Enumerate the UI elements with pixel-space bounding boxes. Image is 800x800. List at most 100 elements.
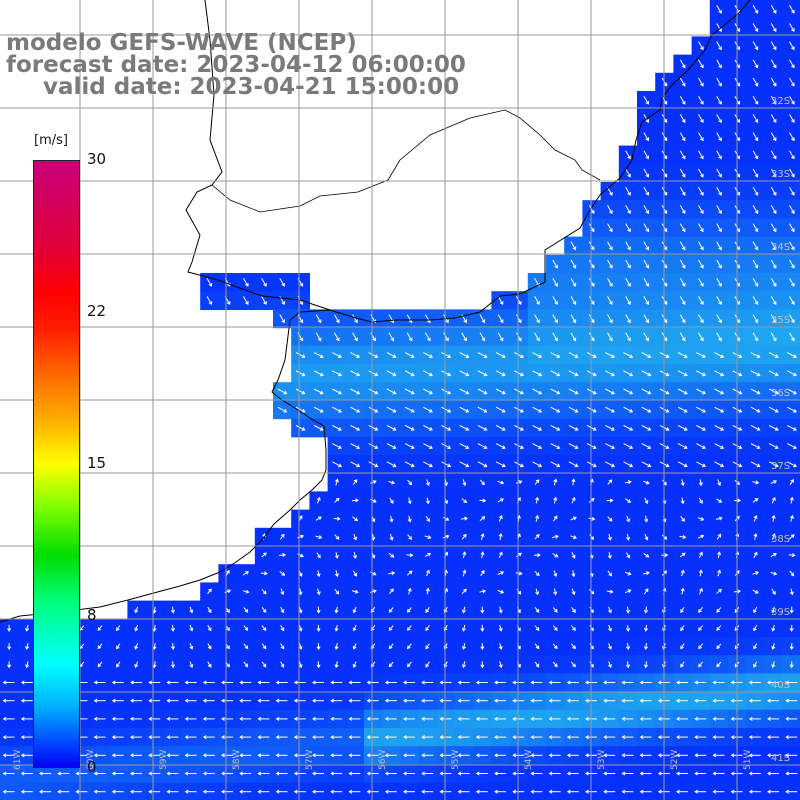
field-cell	[782, 36, 800, 56]
wind-arrow-head	[482, 589, 487, 594]
wind-arrow	[608, 624, 612, 631]
wind-arrow	[514, 406, 524, 413]
wind-arrow	[370, 571, 376, 576]
wind-arrow	[443, 516, 449, 521]
wind-arrow	[498, 515, 503, 522]
wind-arrow-head	[585, 789, 589, 794]
wind-arrow-head	[554, 319, 558, 324]
wind-arrow	[716, 259, 722, 269]
wind-arrow-head	[676, 716, 680, 721]
wind-arrow	[698, 168, 704, 178]
wind-arrow	[717, 552, 720, 559]
wind-arrow-head	[421, 789, 425, 794]
wind-arrow-head	[538, 445, 543, 449]
wind-arrow-head	[621, 735, 626, 740]
wind-arrow-head	[700, 119, 704, 124]
wind-arrow	[752, 223, 759, 232]
wind-arrow-head	[366, 789, 371, 794]
wind-arrow-head	[208, 588, 212, 593]
wind-arrow-head	[643, 627, 648, 632]
wind-arrow	[477, 406, 487, 413]
wind-arrow-head	[20, 771, 25, 776]
wind-arrow	[699, 588, 703, 595]
wind-arrow-head	[791, 9, 795, 14]
wind-arrow-head	[202, 735, 207, 740]
latitude-label: 38S	[771, 534, 790, 545]
wind-arrow	[550, 388, 560, 395]
wind-arrow-head	[756, 354, 761, 358]
wind-arrow-head	[572, 319, 577, 324]
wind-arrow	[408, 515, 411, 522]
wind-arrow-head	[592, 427, 597, 431]
wind-arrow-head	[573, 535, 577, 540]
wind-arrow-head	[554, 645, 558, 650]
wind-arrow-head	[483, 427, 488, 431]
wind-arrow	[79, 643, 85, 649]
wind-arrow-head	[501, 445, 506, 449]
wind-arrow-head	[20, 698, 25, 703]
wind-arrow	[408, 497, 411, 504]
wind-arrow-head	[791, 553, 796, 558]
wind-arrow-head	[462, 533, 467, 538]
wind-arrow	[716, 95, 722, 105]
wind-arrow	[352, 570, 357, 577]
wind-arrow-head	[748, 680, 753, 685]
wind-arrow-head	[319, 427, 324, 431]
wind-arrow	[477, 424, 487, 431]
wind-arrow-head	[700, 264, 704, 269]
wind-arrow	[627, 643, 629, 650]
wind-arrow-head	[352, 627, 357, 632]
wind-arrow	[333, 314, 340, 323]
wind-arrow	[750, 424, 760, 431]
wind-arrow-head	[608, 664, 612, 668]
wind-arrow-head	[352, 609, 357, 614]
wind-arrow	[717, 479, 721, 486]
wind-arrow	[172, 624, 174, 631]
wind-arrow-head	[791, 137, 795, 142]
wind-arrow-head	[712, 789, 717, 794]
wind-arrow	[570, 332, 576, 341]
wind-arrow	[461, 498, 467, 503]
wind-arrow-head	[403, 771, 407, 776]
wind-arrow	[698, 95, 704, 105]
wind-arrow-head	[370, 627, 375, 632]
wind-arrow-head	[245, 571, 249, 575]
wind-arrow-head	[700, 64, 704, 69]
wind-arrow	[315, 516, 322, 521]
wind-arrow-head	[699, 587, 703, 592]
wind-arrow-head	[736, 100, 740, 105]
wind-arrow-head	[465, 463, 470, 468]
wind-arrow-head	[681, 155, 686, 160]
wind-arrow-head	[462, 551, 467, 556]
wind-arrow	[499, 661, 502, 668]
wind-arrow	[550, 424, 560, 431]
wind-arrow	[752, 498, 759, 503]
wind-arrow-head	[184, 680, 189, 685]
wind-arrow	[770, 168, 777, 178]
wind-arrow-head	[662, 664, 666, 668]
wind-arrow	[627, 624, 629, 631]
wind-arrow	[350, 424, 360, 431]
wind-arrow-head	[475, 753, 480, 758]
wind-arrow	[514, 370, 524, 376]
wind-arrow-head	[772, 591, 776, 595]
wind-arrow-head	[718, 137, 722, 142]
wind-arrow-head	[736, 155, 740, 160]
wind-arrow-head	[447, 372, 452, 377]
wind-arrow	[532, 461, 542, 467]
wind-arrow-head	[353, 555, 358, 559]
wind-arrow-head	[736, 228, 740, 233]
wind-arrow-head	[754, 498, 759, 502]
wind-arrow	[752, 296, 759, 305]
wind-arrow-head	[730, 789, 735, 794]
wind-arrow	[698, 606, 703, 613]
wind-arrow	[404, 443, 415, 449]
wind-arrow-head	[621, 716, 626, 721]
wind-arrow-head	[676, 753, 680, 758]
wind-arrow-head	[681, 64, 686, 69]
wind-arrow-head	[700, 137, 704, 142]
wind-arrow-head	[647, 354, 652, 358]
wind-arrow-head	[388, 645, 393, 650]
wind-arrow	[404, 406, 415, 413]
wind-arrow	[679, 552, 686, 558]
